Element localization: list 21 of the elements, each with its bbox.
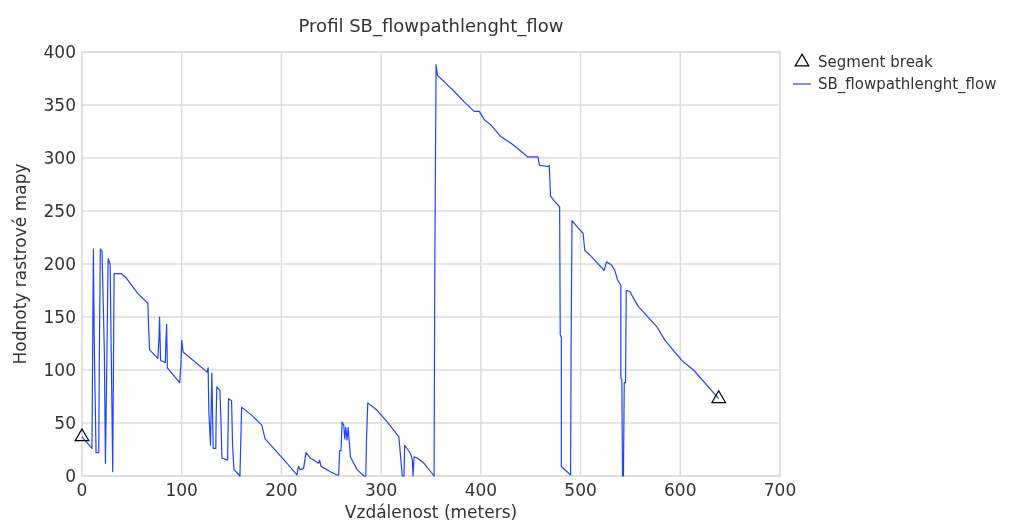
chart-title: Profil SB_flowpathlenght_flow	[298, 15, 564, 37]
y-tick-label: 200	[43, 254, 76, 274]
y-tick-label: 150	[43, 307, 76, 327]
x-axis-title: Vzdálenost (meters)	[344, 502, 518, 522]
x-tick-label: 500	[564, 480, 597, 500]
x-tick-label: 600	[664, 480, 697, 500]
y-axis-title: Hodnoty rastrové mapy	[10, 163, 30, 365]
y-tick-label: 50	[54, 413, 76, 433]
x-tick-label: 300	[364, 480, 398, 500]
y-tick-label: 400	[43, 42, 76, 62]
x-tick-label: 200	[265, 480, 298, 500]
x-tick-label: 100	[165, 480, 198, 500]
x-tick-label: 400	[464, 480, 498, 500]
x-tick-label: 700	[763, 480, 797, 500]
y-tick-label: 250	[43, 201, 76, 221]
legend-label: SB_flowpathlenght_flow	[818, 75, 997, 94]
y-tick-label: 300	[43, 148, 76, 168]
y-tick-label: 100	[43, 360, 76, 380]
y-tick-label: 0	[65, 466, 76, 486]
y-tick-label: 350	[43, 95, 76, 115]
legend-label: Segment break	[818, 53, 934, 71]
